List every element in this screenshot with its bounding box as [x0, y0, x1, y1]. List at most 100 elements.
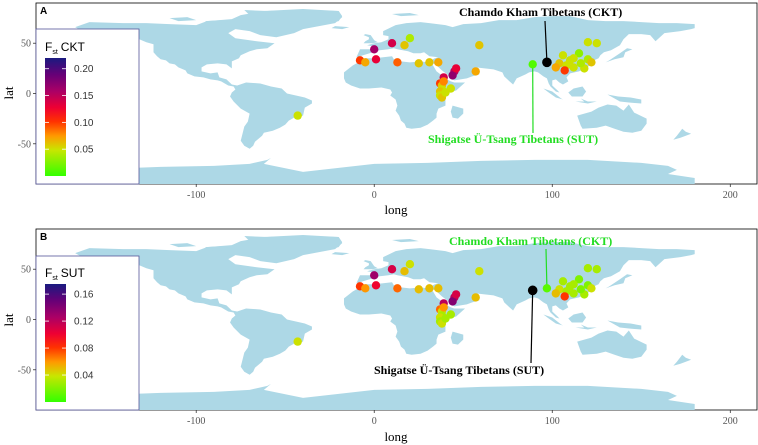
- population-points: [293, 260, 601, 346]
- population-point: [439, 77, 448, 86]
- population-point: [400, 41, 409, 50]
- population-point: [587, 58, 596, 67]
- x-axis-ticks: -100 0 100 200: [187, 184, 738, 201]
- population-point: [576, 59, 585, 68]
- population-point: [393, 284, 402, 293]
- legend-tick-label: 0.12: [74, 317, 94, 328]
- population-point: [574, 49, 584, 58]
- panel-label: B: [40, 232, 47, 243]
- annotation-line: [530, 290, 534, 364]
- population-point: [414, 59, 423, 68]
- population-point: [471, 67, 480, 76]
- annotation-ckt: Chamdo Kham Tibetans (CKT): [449, 234, 612, 248]
- legend-colorbar: [45, 58, 66, 176]
- population-point: [528, 60, 537, 69]
- population-point: [551, 289, 560, 298]
- population-point: [293, 111, 302, 120]
- y-tick-label: -50: [18, 365, 31, 376]
- population-point: [587, 284, 596, 293]
- legend-tick-label: 0.04: [74, 371, 94, 382]
- legend-ticks: 0.16 0.12 0.08 0.04: [45, 290, 94, 382]
- population-point: [414, 285, 423, 294]
- y-tick-label: 50: [21, 39, 31, 50]
- x-tick-label: 200: [723, 416, 738, 427]
- population-point: [361, 284, 370, 293]
- population-point: [574, 275, 584, 284]
- population-point: [451, 64, 461, 73]
- legend-title: Fst SUT: [45, 266, 85, 282]
- population-point: [387, 265, 397, 274]
- population-point: [405, 260, 415, 269]
- population-point: [371, 281, 381, 290]
- legend: Fst CKT 0.20 0.15 0.10 0.05: [35, 28, 140, 185]
- population-point: [393, 58, 402, 67]
- population-point: [471, 293, 480, 302]
- population-point: [434, 284, 443, 293]
- population-point: [446, 84, 455, 93]
- x-axis-label: long: [384, 429, 408, 444]
- population-point: [592, 265, 601, 274]
- panel-b: Chamdo Kham Tibetans (CKT) Shigatse Ü-Ts…: [1, 228, 758, 444]
- x-tick-label: 0: [372, 190, 377, 201]
- legend-tick-label: 0.20: [74, 64, 94, 75]
- population-point: [400, 267, 409, 276]
- annotation-lines: [532, 20, 548, 134]
- population-point: [405, 34, 415, 43]
- legend-tick-label: 0.08: [74, 344, 94, 355]
- panel-label: A: [40, 6, 47, 17]
- legend-title: Fst CKT: [45, 40, 85, 56]
- legend: Fst SUT 0.16 0.12 0.08 0.04: [35, 255, 140, 411]
- population-point: [387, 39, 397, 48]
- y-tick-label: 0: [26, 315, 31, 326]
- annotation-lines: [530, 248, 548, 364]
- population-point: [583, 264, 593, 273]
- population-point: [569, 289, 578, 298]
- x-axis-label: long: [384, 202, 408, 217]
- population-point: [448, 71, 457, 80]
- panel-a: Chamdo Kham Tibetans (CKT) Shigatse Ü-Ts…: [1, 2, 758, 217]
- y-tick-label: -50: [18, 139, 31, 150]
- x-tick-label: 100: [545, 416, 560, 427]
- population-point: [558, 51, 568, 60]
- legend-tick-label: 0.15: [74, 91, 94, 102]
- population-point: [425, 284, 434, 293]
- population-point: [434, 58, 443, 67]
- legend-tick-label: 0.05: [74, 145, 94, 156]
- population-point: [583, 38, 593, 47]
- y-axis-ticks: -50 0 50: [18, 39, 36, 150]
- population-point: [439, 303, 448, 312]
- reference-population-point: [542, 57, 552, 68]
- x-tick-label: -100: [187, 416, 205, 427]
- population-point: [576, 285, 585, 294]
- population-point: [293, 337, 302, 346]
- y-axis-ticks: -50 0 50: [18, 265, 36, 376]
- x-tick-label: 100: [545, 190, 560, 201]
- population-point: [370, 271, 379, 280]
- x-tick-label: 0: [372, 416, 377, 427]
- annotation-sut: Shigatse Ü-Tsang Tibetans (SUT): [374, 363, 544, 377]
- annotation-ckt: Chamdo Kham Tibetans (CKT): [459, 5, 622, 19]
- x-tick-label: -100: [187, 190, 205, 201]
- population-point: [451, 290, 461, 299]
- population-point: [569, 63, 578, 72]
- reference-population-point: [527, 285, 538, 296]
- population-point: [560, 292, 569, 301]
- population-point: [592, 39, 601, 48]
- y-axis-label: lat: [1, 313, 16, 326]
- annotation-line: [545, 248, 548, 289]
- population-point: [551, 63, 560, 72]
- y-tick-label: 50: [21, 265, 31, 276]
- y-tick-label: 0: [26, 89, 31, 100]
- population-point: [475, 267, 484, 276]
- population-point: [361, 58, 370, 67]
- legend-tick-label: 0.10: [74, 118, 94, 129]
- population-point: [425, 58, 434, 67]
- population-point: [371, 55, 381, 64]
- legend-colorbar: [45, 284, 66, 402]
- population-point: [370, 45, 379, 54]
- population-point: [542, 284, 552, 293]
- legend-tick-label: 0.16: [74, 290, 94, 301]
- population-point: [448, 297, 457, 306]
- population-points: [293, 34, 601, 120]
